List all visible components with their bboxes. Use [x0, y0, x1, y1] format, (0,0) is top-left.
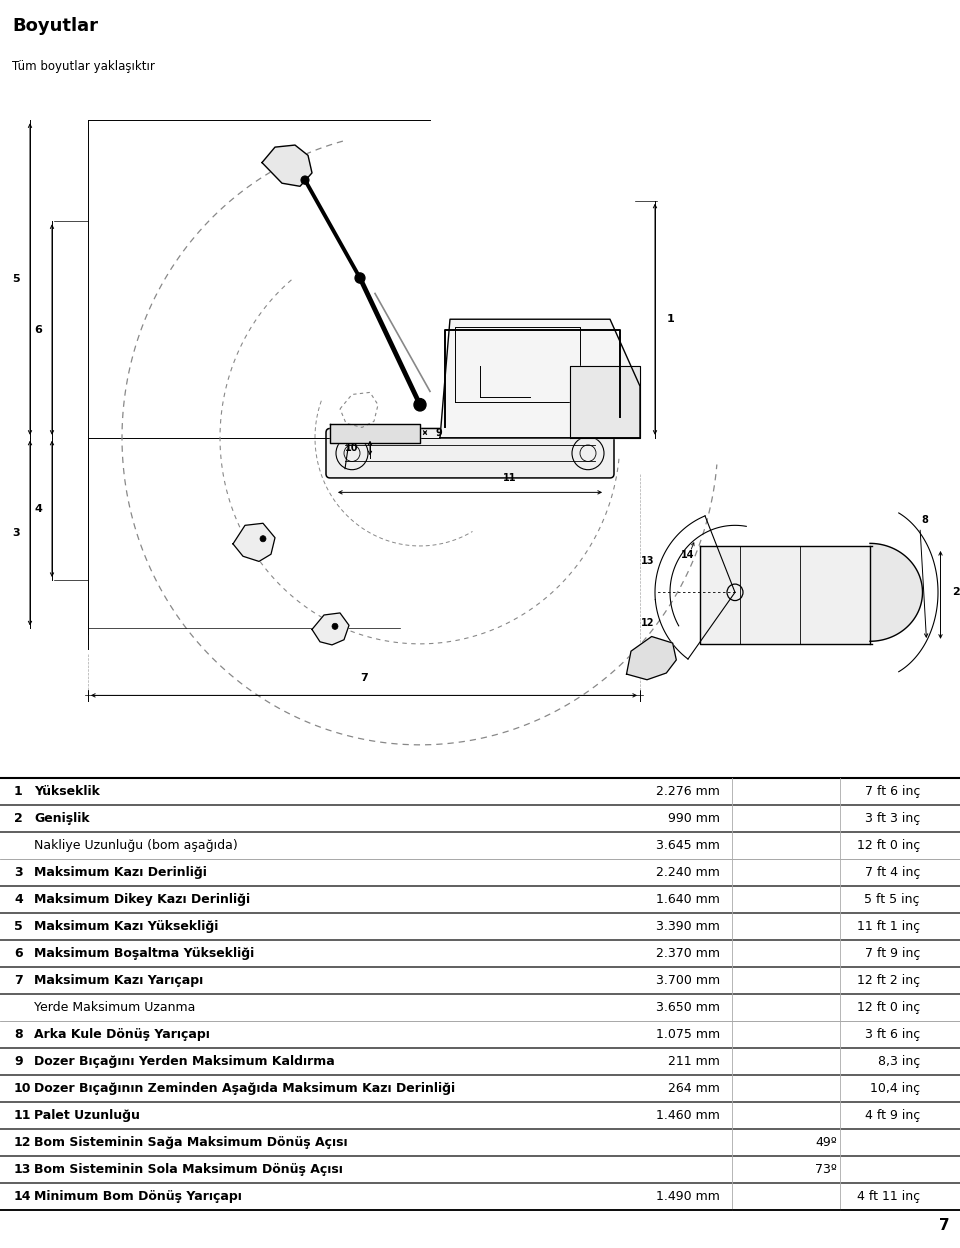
Text: Maksimum Kazı Yüksekliği: Maksimum Kazı Yüksekliği [34, 920, 218, 934]
Text: 5: 5 [14, 920, 23, 934]
Text: 3 ft 6 inç: 3 ft 6 inç [865, 1028, 920, 1041]
Polygon shape [870, 543, 923, 641]
Text: Bom Sisteminin Sağa Maksimum Dönüş Açısı: Bom Sisteminin Sağa Maksimum Dönüş Açısı [34, 1137, 348, 1149]
Text: 3: 3 [12, 528, 20, 538]
Text: 1.490 mm: 1.490 mm [656, 1191, 720, 1203]
Text: 11: 11 [14, 1109, 32, 1122]
Text: 9: 9 [14, 1056, 23, 1068]
Text: Maksimum Dikey Kazı Derinliği: Maksimum Dikey Kazı Derinliği [34, 894, 251, 906]
Text: Dozer Bıçağını Yerden Maksimum Kaldırma: Dozer Bıçağını Yerden Maksimum Kaldırma [34, 1056, 335, 1068]
Text: Nakliye Uzunluğu (bom aşağıda): Nakliye Uzunluğu (bom aşağıda) [34, 839, 238, 852]
Text: Arka Kule Dönüş Yarıçapı: Arka Kule Dönüş Yarıçapı [34, 1028, 210, 1041]
Text: 73º: 73º [815, 1163, 837, 1177]
Text: Palet Uzunluğu: Palet Uzunluğu [34, 1109, 140, 1122]
Text: 3: 3 [14, 866, 23, 879]
Text: 4: 4 [14, 894, 23, 906]
Text: 12 ft 2 inç: 12 ft 2 inç [857, 975, 920, 987]
Text: 8,3 inç: 8,3 inç [877, 1056, 920, 1068]
Text: 4: 4 [35, 504, 42, 514]
Text: 6: 6 [14, 947, 23, 960]
Text: 12: 12 [14, 1137, 32, 1149]
Text: 49º: 49º [815, 1137, 837, 1149]
Circle shape [414, 398, 426, 411]
Text: 14: 14 [14, 1191, 32, 1203]
Text: 8: 8 [922, 515, 928, 525]
Text: Genişlik: Genişlik [34, 812, 89, 825]
Text: Boyutlar: Boyutlar [12, 17, 99, 35]
FancyBboxPatch shape [326, 428, 614, 478]
Text: 12 ft 0 inç: 12 ft 0 inç [856, 839, 920, 852]
Text: 211 mm: 211 mm [668, 1056, 720, 1068]
Polygon shape [262, 145, 312, 186]
Text: Bom Sisteminin Sola Maksimum Dönüş Açısı: Bom Sisteminin Sola Maksimum Dönüş Açısı [34, 1163, 343, 1177]
Text: 7 ft 4 inç: 7 ft 4 inç [865, 866, 920, 879]
Text: 10,4 inç: 10,4 inç [870, 1082, 920, 1096]
Text: 3.650 mm: 3.650 mm [656, 1001, 720, 1015]
Text: Minimum Bom Dönüş Yarıçapı: Minimum Bom Dönüş Yarıçapı [34, 1191, 242, 1203]
Text: Maksimum Kazı Yarıçapı: Maksimum Kazı Yarıçapı [34, 975, 204, 987]
Text: 264 mm: 264 mm [668, 1082, 720, 1096]
Circle shape [301, 176, 309, 185]
Text: 7 ft 9 inç: 7 ft 9 inç [865, 947, 920, 960]
Text: 990 mm: 990 mm [668, 812, 720, 825]
Text: 1: 1 [14, 785, 23, 797]
Text: 1.075 mm: 1.075 mm [656, 1028, 720, 1041]
Text: 2: 2 [14, 812, 23, 825]
Text: Tüm boyutlar yaklaşıktır: Tüm boyutlar yaklaşıktır [12, 60, 156, 72]
Text: 3.390 mm: 3.390 mm [656, 920, 720, 934]
Circle shape [260, 535, 266, 542]
Polygon shape [700, 545, 870, 644]
Polygon shape [440, 319, 640, 438]
Text: 2.276 mm: 2.276 mm [656, 785, 720, 797]
Text: 2.240 mm: 2.240 mm [656, 866, 720, 879]
Text: Yükseklik: Yükseklik [34, 785, 100, 797]
Text: 11 ft 1 inç: 11 ft 1 inç [857, 920, 920, 934]
Text: 10: 10 [14, 1082, 32, 1096]
Text: Maksimum Kazı Derinliği: Maksimum Kazı Derinliği [34, 866, 206, 879]
Text: 13: 13 [14, 1163, 32, 1177]
Text: Dozer Bıçağının Zeminden Aşağıda Maksimum Kazı Derinliği: Dozer Bıçağının Zeminden Aşağıda Maksimu… [34, 1082, 455, 1096]
Circle shape [355, 273, 365, 283]
Polygon shape [627, 636, 677, 680]
Text: 12 ft 0 inç: 12 ft 0 inç [856, 1001, 920, 1015]
Text: 2.370 mm: 2.370 mm [656, 947, 720, 960]
Text: 14: 14 [681, 550, 694, 560]
Text: 7: 7 [940, 1218, 950, 1233]
Text: 4 ft 11 inç: 4 ft 11 inç [857, 1191, 920, 1203]
Text: 6: 6 [35, 324, 42, 334]
Text: 1.640 mm: 1.640 mm [656, 894, 720, 906]
Polygon shape [233, 523, 275, 562]
Circle shape [332, 623, 338, 629]
Text: 5: 5 [12, 275, 20, 285]
Text: 9: 9 [435, 428, 442, 438]
Text: Yerde Maksimum Uzanma: Yerde Maksimum Uzanma [34, 1001, 196, 1015]
Text: 10: 10 [345, 443, 358, 453]
Text: 3 ft 3 inç: 3 ft 3 inç [865, 812, 920, 825]
Text: 1: 1 [667, 314, 675, 324]
Text: 2: 2 [952, 588, 960, 598]
Text: 11: 11 [503, 473, 516, 483]
Text: 7: 7 [360, 673, 368, 683]
Text: 3.700 mm: 3.700 mm [656, 975, 720, 987]
Polygon shape [570, 366, 640, 438]
Text: 3.645 mm: 3.645 mm [656, 839, 720, 852]
Text: 8: 8 [14, 1028, 23, 1041]
Text: 13: 13 [640, 555, 654, 565]
Text: 4 ft 9 inç: 4 ft 9 inç [865, 1109, 920, 1122]
Text: 1.460 mm: 1.460 mm [656, 1109, 720, 1122]
Polygon shape [312, 613, 349, 645]
Polygon shape [330, 424, 420, 443]
Text: 5 ft 5 inç: 5 ft 5 inç [865, 894, 920, 906]
Text: 7 ft 6 inç: 7 ft 6 inç [865, 785, 920, 797]
Text: 7: 7 [14, 975, 23, 987]
Text: Maksimum Boşaltma Yüksekliği: Maksimum Boşaltma Yüksekliği [34, 947, 254, 960]
Text: 12: 12 [641, 619, 655, 629]
